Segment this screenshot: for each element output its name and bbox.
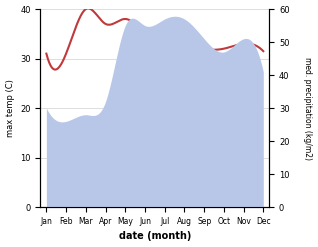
X-axis label: date (month): date (month): [119, 231, 191, 242]
Y-axis label: med. precipitation (kg/m2): med. precipitation (kg/m2): [303, 57, 313, 160]
Y-axis label: max temp (C): max temp (C): [5, 79, 15, 137]
